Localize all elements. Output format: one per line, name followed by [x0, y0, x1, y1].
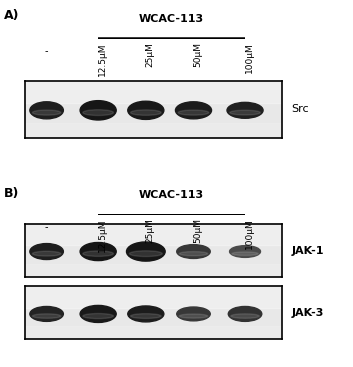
Text: 25μM: 25μM [146, 42, 155, 67]
Bar [25, 224, 282, 245]
Ellipse shape [83, 110, 113, 116]
Ellipse shape [126, 242, 165, 261]
Text: 100μM: 100μM [245, 218, 254, 249]
Ellipse shape [227, 102, 263, 118]
Bar [25, 286, 282, 308]
Ellipse shape [30, 102, 64, 119]
Text: JAK-3: JAK-3 [291, 308, 324, 318]
Text: 50μM: 50μM [193, 42, 203, 67]
Text: 12.5μM: 12.5μM [98, 218, 107, 252]
Text: WCAC-113: WCAC-113 [139, 190, 204, 200]
Bar [25, 81, 282, 103]
Ellipse shape [179, 252, 208, 256]
Ellipse shape [32, 314, 61, 318]
Ellipse shape [131, 314, 161, 319]
Text: 100μM: 100μM [245, 42, 254, 73]
Ellipse shape [32, 251, 61, 256]
Ellipse shape [232, 252, 258, 255]
Ellipse shape [83, 313, 113, 319]
Ellipse shape [228, 306, 262, 321]
Ellipse shape [231, 314, 259, 318]
Ellipse shape [175, 102, 211, 119]
Ellipse shape [230, 110, 261, 115]
Ellipse shape [128, 101, 164, 119]
Ellipse shape [83, 251, 113, 257]
Ellipse shape [177, 245, 210, 258]
Text: Src: Src [291, 104, 309, 114]
Ellipse shape [30, 306, 64, 321]
Bar [25, 326, 282, 339]
Text: A): A) [4, 9, 19, 22]
Ellipse shape [177, 307, 210, 321]
Ellipse shape [179, 314, 208, 318]
Text: 25μM: 25μM [146, 218, 155, 243]
Text: WCAC-113: WCAC-113 [139, 14, 204, 24]
Bar [25, 264, 282, 277]
Ellipse shape [30, 244, 64, 259]
Ellipse shape [128, 306, 164, 322]
Ellipse shape [32, 110, 61, 115]
Ellipse shape [80, 243, 116, 261]
Ellipse shape [229, 246, 261, 257]
Ellipse shape [130, 251, 162, 257]
Ellipse shape [178, 110, 209, 115]
Text: -: - [45, 46, 48, 56]
Ellipse shape [80, 101, 116, 120]
Text: B): B) [4, 187, 19, 200]
Bar [25, 123, 282, 138]
Ellipse shape [131, 110, 161, 115]
Text: 50μM: 50μM [193, 218, 203, 243]
Text: -: - [45, 222, 48, 232]
Ellipse shape [80, 305, 116, 323]
Text: 12.5μM: 12.5μM [98, 42, 107, 76]
Text: JAK-1: JAK-1 [291, 246, 324, 256]
